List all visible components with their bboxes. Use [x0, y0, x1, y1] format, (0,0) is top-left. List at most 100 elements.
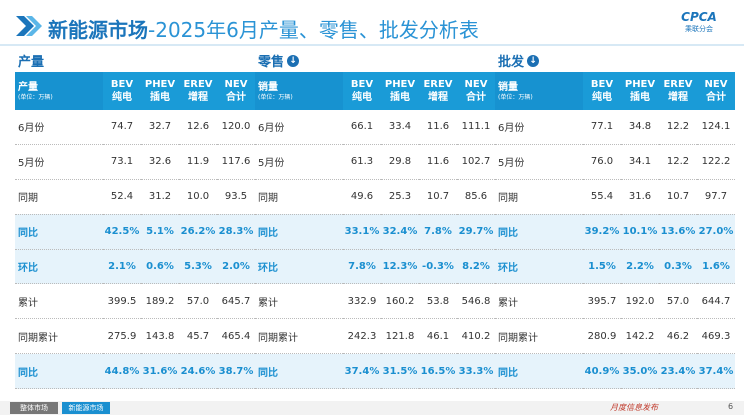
column-code: PHEV — [144, 79, 176, 90]
cell: 32.6 — [141, 144, 179, 180]
cell: 8.2% — [457, 249, 495, 285]
divider — [0, 44, 744, 46]
cell: 39.2% — [583, 214, 621, 250]
column-header: PHEV 插电 — [621, 72, 659, 110]
cell: 40.9% — [583, 353, 621, 390]
cell: 29.7% — [457, 214, 495, 250]
cell: 33.3% — [457, 353, 495, 390]
cell: 93.5 — [217, 179, 255, 215]
cell: 33.4 — [381, 110, 419, 145]
table-row: 6月份 66.1 33.4 11.6 111.1 — [255, 110, 495, 145]
table-row: 5月份 61.3 29.8 11.6 102.7 — [255, 144, 495, 180]
column-header: PHEV 插电 — [141, 72, 179, 110]
column-header: NEV 合计 — [217, 72, 255, 110]
cell: 29.8 — [381, 144, 419, 180]
row-label: 累计 — [255, 283, 343, 320]
column-name: 纯电 — [352, 92, 372, 103]
corner-cell: 销量 (单位：万辆) — [255, 72, 343, 110]
cell: 57.0 — [179, 283, 217, 320]
table-row: 5月份 73.1 32.6 11.9 117.6 — [15, 144, 255, 180]
cell: 0.6% — [141, 249, 179, 285]
row-label: 5月份 — [255, 144, 343, 180]
section-title: 产量 — [18, 55, 45, 70]
title-icon — [16, 16, 42, 36]
column-name: 增程 — [188, 92, 208, 103]
data-table: 产量 (单位：万辆) BEV 纯电 PHEV 插电 EREV 增程 NEV 合计 6月份 74.7 32… — [15, 72, 255, 390]
cell: 32.4% — [381, 214, 419, 250]
column-name: 合计 — [466, 92, 486, 103]
table-row: 同期 55.4 31.6 10.7 97.7 — [495, 179, 735, 215]
cell: 102.7 — [457, 144, 495, 180]
column-header: BEV 纯电 — [343, 72, 381, 110]
table-row: 6月份 77.1 34.8 12.2 124.1 — [495, 110, 735, 145]
cell: 77.1 — [583, 110, 621, 145]
arrow-icon: ↓ — [527, 54, 540, 67]
cell: 5.1% — [141, 214, 179, 250]
row-label: 6月份 — [255, 110, 343, 145]
cell: 35.0% — [621, 353, 659, 390]
table-row: 同期累计 242.3 121.8 46.1 410.2 — [255, 318, 495, 355]
corner-cell: 产量 (单位：万辆) — [15, 72, 103, 110]
cell: 5.3% — [179, 249, 217, 285]
cell: 465.4 — [217, 318, 255, 355]
cell: 46.1 — [419, 318, 457, 355]
cell: 97.7 — [697, 179, 735, 215]
cell: 117.6 — [217, 144, 255, 180]
column-code: EREV — [423, 79, 453, 90]
section-label: 批发 ↓ — [498, 51, 540, 70]
section-title: 零售 — [258, 55, 285, 70]
cell: 644.7 — [697, 283, 735, 320]
cell: 32.7 — [141, 110, 179, 145]
row-label: 环比 — [15, 249, 103, 285]
table-row: 累计 395.7 192.0 57.0 644.7 — [495, 283, 735, 320]
cell: 120.0 — [217, 110, 255, 145]
cell: 55.4 — [583, 179, 621, 215]
table-row: 同比 44.8% 31.6% 24.6% 38.7% — [15, 353, 255, 390]
cell: 76.0 — [583, 144, 621, 180]
cell: 33.1% — [343, 214, 381, 250]
cell: 12.6 — [179, 110, 217, 145]
cell: 143.8 — [141, 318, 179, 355]
footer-bar — [0, 401, 744, 415]
cell: 410.2 — [457, 318, 495, 355]
column-header: PHEV 插电 — [381, 72, 419, 110]
cell: 37.4% — [343, 353, 381, 390]
column-code: NEV — [464, 79, 488, 90]
row-label: 同比 — [255, 353, 343, 390]
cell: 34.8 — [621, 110, 659, 145]
column-header: EREV 增程 — [179, 72, 217, 110]
cell: 46.2 — [659, 318, 697, 355]
cell: 2.2% — [621, 249, 659, 285]
arrow-icon: ↓ — [287, 54, 300, 67]
cell: 66.1 — [343, 110, 381, 145]
cell: 49.6 — [343, 179, 381, 215]
table-row: 同比 42.5% 5.1% 26.2% 28.3% — [15, 214, 255, 250]
title-main: 新能源市场 — [48, 18, 148, 42]
row-label: 累计 — [495, 283, 583, 320]
cell: 10.7 — [659, 179, 697, 215]
cell: 37.4% — [697, 353, 735, 390]
column-code: NEV — [224, 79, 248, 90]
column-name: 合计 — [226, 92, 246, 103]
column-name: 纯电 — [112, 92, 132, 103]
corner-label: 产量 — [18, 81, 38, 93]
cell: 85.6 — [457, 179, 495, 215]
cell: 399.5 — [103, 283, 141, 320]
table-row: 6月份 74.7 32.7 12.6 120.0 — [15, 110, 255, 145]
cell: 122.2 — [697, 144, 735, 180]
unit-label: (单位：万辆) — [258, 93, 293, 101]
column-code: EREV — [663, 79, 693, 90]
table-row: 5月份 76.0 34.1 12.2 122.2 — [495, 144, 735, 180]
row-label: 6月份 — [495, 110, 583, 145]
column-name: 插电 — [150, 92, 170, 103]
data-table: 销量 (单位：万辆) BEV 纯电 PHEV 插电 EREV 增程 NEV 合计 6月份 66.1 33… — [255, 72, 495, 390]
cell: 124.1 — [697, 110, 735, 145]
table-row: 同期 49.6 25.3 10.7 85.6 — [255, 179, 495, 215]
column-header: BEV 纯电 — [583, 72, 621, 110]
cell: 192.0 — [621, 283, 659, 320]
footer-tab: 整体市场 — [10, 402, 58, 414]
cell: 31.6 — [621, 179, 659, 215]
cell: 0.3% — [659, 249, 697, 285]
cell: 31.2 — [141, 179, 179, 215]
cell: 469.3 — [697, 318, 735, 355]
